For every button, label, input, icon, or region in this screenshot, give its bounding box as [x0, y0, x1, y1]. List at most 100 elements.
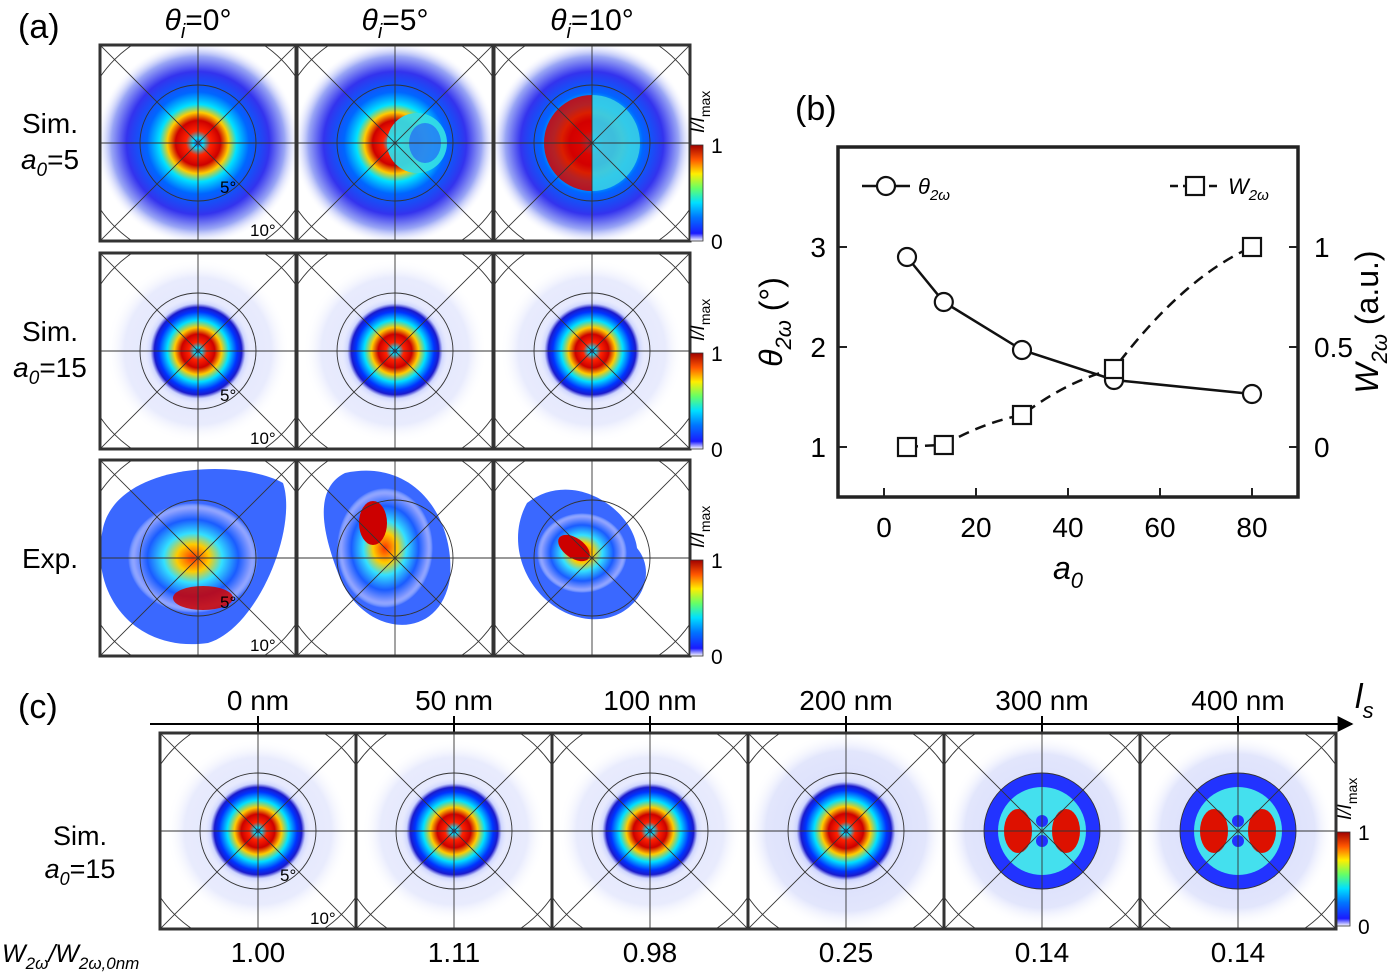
theta-point	[933, 291, 954, 313]
colorbar-max: 1	[711, 550, 723, 573]
beam-tile	[550, 731, 750, 931]
polar-grid	[297, 460, 493, 656]
ring-5-deg	[533, 292, 651, 410]
grid-line	[297, 460, 493, 656]
y-right-tick-label: 1	[1314, 232, 1330, 263]
beam-tile: 5° 10°	[98, 251, 298, 451]
colorbar: 1 0 I/Imax	[688, 91, 723, 254]
colorbar-min: 0	[711, 231, 723, 254]
panel-b-label: (b)	[795, 90, 837, 128]
colorbar: 1 0 I/Imax	[688, 506, 723, 669]
colorbar-gradient	[689, 559, 704, 657]
series-line-w	[906, 245, 1253, 449]
colorbar-gradient	[689, 352, 704, 450]
w-point	[1011, 404, 1033, 426]
grid-line	[494, 253, 690, 449]
polar-grid: 5° 10°	[100, 460, 296, 656]
w-point	[933, 434, 954, 456]
polar-grid	[494, 45, 690, 241]
y-right-axis-label: W2ω (a.u.)	[1349, 250, 1392, 393]
column-header: θi=5°	[362, 4, 429, 43]
ring-label-5: 5°	[220, 386, 236, 405]
beam-tile	[295, 251, 495, 451]
ring-label-10: 10°	[250, 429, 276, 448]
beam-tile: 5° 10°	[98, 458, 298, 658]
y-left-axis-label: θ2ω (°)	[753, 277, 796, 367]
ring-5-deg	[336, 292, 454, 410]
x-tick-label: 0	[876, 512, 892, 543]
thickness-axis-label: ls	[1355, 678, 1374, 723]
beam-tile	[295, 458, 495, 658]
lobe	[359, 501, 387, 545]
theta-point	[1241, 383, 1263, 405]
ring-5-deg	[336, 499, 454, 617]
polar-grid	[552, 733, 748, 929]
y-right-tick-label: 0	[1314, 432, 1330, 463]
x-tick-label: 40	[1052, 512, 1083, 543]
beam-tile	[942, 731, 1142, 931]
ring-label-10: 10°	[310, 909, 336, 928]
polar-grid	[1140, 733, 1336, 929]
ring-label-10: 10°	[250, 221, 276, 240]
colorbar: 1 0 I/Imax	[688, 299, 723, 462]
ratio-row-label: W2ω/W2ω,0nm	[2, 940, 139, 973]
colorbar-max: 1	[711, 135, 723, 158]
w-point	[1103, 358, 1125, 380]
beam-tile	[354, 731, 554, 931]
polar-grid	[944, 733, 1140, 929]
row-label-line1: Exp.	[22, 543, 78, 574]
panel-c-tiles: 5° 10°	[158, 731, 1338, 931]
colorbar-label: I/Imax	[688, 91, 713, 133]
grid-line	[100, 460, 296, 656]
ring-5-deg	[533, 499, 651, 617]
x-tick-label: 20	[960, 512, 991, 543]
ratio-value: 0.25	[819, 937, 874, 968]
panel-c-ratios: 1.00 1.11 0.98 0.25 0.14 0.14	[231, 937, 1266, 968]
lobe	[558, 534, 590, 562]
colorbar-gradient	[1336, 831, 1351, 927]
column-header: θi=10°	[550, 4, 634, 43]
row-label-line1: Sim.	[53, 821, 107, 851]
colorbar-max: 1	[711, 343, 723, 366]
grid-line	[160, 733, 356, 929]
ring-label-5: 5°	[220, 593, 236, 612]
polar-grid	[494, 253, 690, 449]
column-header: θi=0°	[165, 4, 232, 43]
panel-a-label: (a)	[18, 8, 60, 46]
colorbar-label: I/Imax	[688, 299, 713, 341]
grid-line	[100, 253, 296, 449]
grid-line	[494, 460, 690, 656]
legend-marker-w	[1184, 175, 1206, 197]
ring-5-deg	[983, 772, 1101, 890]
thickness-label: 400 nm	[1191, 685, 1284, 716]
tile-frame	[492, 43, 692, 243]
ring-label-5: 5°	[280, 866, 296, 885]
ratio-value: 1.00	[231, 937, 286, 968]
panel-a-row-labels: Sim. a0=5 Sim. a0=15 Exp.	[13, 108, 87, 574]
grid-line	[944, 733, 1140, 929]
ratio-value: 0.14	[1211, 937, 1266, 968]
ratio-value: 1.11	[428, 937, 480, 968]
w-point	[896, 436, 918, 458]
grid-line	[748, 733, 944, 929]
tile-frame	[492, 251, 692, 451]
x-axis-label: a0	[1053, 550, 1084, 593]
y-left-tick-label: 3	[810, 232, 826, 263]
grid-line	[1140, 733, 1336, 929]
legend: θ2ω W2ω	[862, 174, 1269, 204]
ratio-value: 0.14	[1015, 937, 1070, 968]
colorbar-max: 1	[1358, 822, 1370, 845]
panel-a-tiles: 5° 10° 5° 10° 5° 10°	[98, 43, 692, 658]
ring-5-deg	[591, 772, 709, 890]
ring-5-deg	[199, 772, 317, 890]
colorbar-label: I/Imax	[1335, 778, 1360, 820]
polar-grid	[494, 460, 690, 656]
grid-line	[494, 45, 690, 241]
legend-label-w: W2ω	[1228, 174, 1269, 204]
row-label-line1: Sim.	[22, 108, 78, 139]
grid-line	[356, 733, 552, 929]
ring-5-deg	[139, 84, 257, 202]
grid-line	[552, 733, 748, 929]
